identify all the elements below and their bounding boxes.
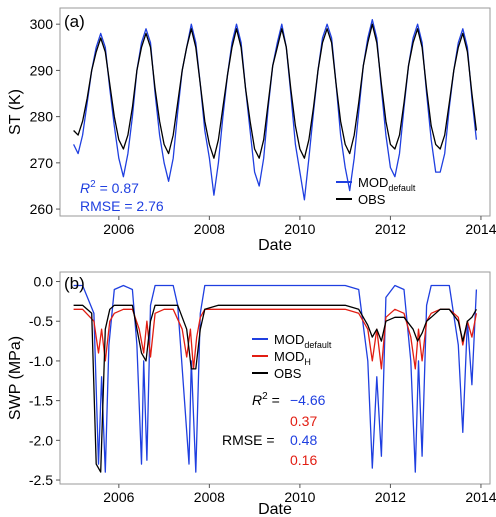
legend-b-obs-label: OBS <box>274 366 302 381</box>
panel-b-series-line-mod-default <box>73 284 478 473</box>
panel-b: 0.0 -0.5 -1.0 -1.5 -2.0 -2.5 2006 2008 2010 2012… <box>7 271 496 517</box>
panel-a-x-axis-label: Date <box>258 237 292 254</box>
panel-b-label: (b) <box>64 274 85 293</box>
panel-a-x-tick-label: 2012 <box>375 221 406 237</box>
panel-b-r2-h-value: 0.37 <box>290 413 317 429</box>
panel-b-x-tick-label: 2010 <box>284 489 315 505</box>
panel-b-x-axis-label: Date <box>258 501 292 517</box>
panel-b-legend: MODdefault MODH OBS <box>252 332 332 381</box>
legend-a-obs-label: OBS <box>358 192 386 207</box>
panel-a-series-group <box>73 18 478 201</box>
panel-b-rmse-default-value: 0.48 <box>290 432 317 448</box>
panel-a-series-line-obs <box>73 23 478 159</box>
panel-b-x-ticks: 2006 2008 2010 2012 2014 <box>103 484 496 505</box>
panel-a-y-tick-label: 280 <box>30 109 54 125</box>
panel-a-stats-annotation: R2 = 0.87 RMSE = 2.76 <box>80 179 164 214</box>
panel-a-y-tick-label: 260 <box>30 201 54 217</box>
panel-b-series-group <box>73 284 478 473</box>
panel-a-legend: MODdefault OBS <box>336 175 416 207</box>
panel-b-y-tick-label: -1.0 <box>29 353 53 369</box>
legend-b-mod-default-label: MODdefault <box>274 332 332 350</box>
legend-a-mod-default-label: MODdefault <box>358 175 416 193</box>
panel-b-series-line-mod-h <box>73 308 478 370</box>
panel-a-y-tick-label: 270 <box>30 155 54 171</box>
legend-b-mod-h-label: MODH <box>274 349 311 367</box>
panel-a-y-axis-label: ST (K) <box>7 89 24 135</box>
panel-a: 260 270 280 290 300 2006 2008 2010 2012 2014 (a)… <box>7 7 496 254</box>
panel-a-y-tick-label: 300 <box>30 16 54 32</box>
panel-b-rmse-label: RMSE = <box>222 432 275 448</box>
panel-a-y-ticks: 260 270 280 290 300 <box>30 16 60 217</box>
panel-b-y-axis-label: SWP (MPa) <box>7 336 24 420</box>
panel-b-x-tick-label: 2014 <box>465 489 496 505</box>
panel-a-rmse-text: RMSE = 2.76 <box>80 198 164 214</box>
panel-a-x-tick-label: 2008 <box>194 221 225 237</box>
panel-b-x-tick-label: 2006 <box>103 489 134 505</box>
panel-a-x-tick-label: 2014 <box>465 221 496 237</box>
panel-a-y-tick-label: 290 <box>30 62 54 78</box>
panel-a-x-tick-label: 2006 <box>103 221 134 237</box>
panel-b-r2-label: R2 = <box>252 391 280 408</box>
panel-b-x-tick-label: 2008 <box>194 489 225 505</box>
panel-b-y-tick-label: -0.5 <box>29 313 53 329</box>
panel-b-y-ticks: 0.0 -0.5 -1.0 -1.5 -2.0 -2.5 <box>29 274 60 488</box>
panel-b-series-line-obs <box>73 304 477 473</box>
panel-b-rmse-h-value: 0.16 <box>290 452 317 468</box>
panel-b-y-tick-label: -2.0 <box>29 432 53 448</box>
panel-a-x-ticks: 2006 2008 2010 2012 2014 <box>103 216 496 237</box>
panel-b-r2-default-value: −4.66 <box>290 392 326 408</box>
panel-b-y-tick-label: -1.5 <box>29 393 53 409</box>
panel-b-y-tick-label: -2.5 <box>29 472 53 488</box>
panel-b-stats-annotation: R2 = RMSE = −4.66 0.37 0.48 0.16 <box>222 391 326 468</box>
panel-b-x-tick-label: 2012 <box>375 489 406 505</box>
panel-a-label: (a) <box>64 12 85 31</box>
panel-a-x-tick-label: 2010 <box>284 221 315 237</box>
panel-b-y-tick-label: 0.0 <box>34 274 54 290</box>
panel-a-r2-text: R2 = 0.87 <box>80 179 139 196</box>
